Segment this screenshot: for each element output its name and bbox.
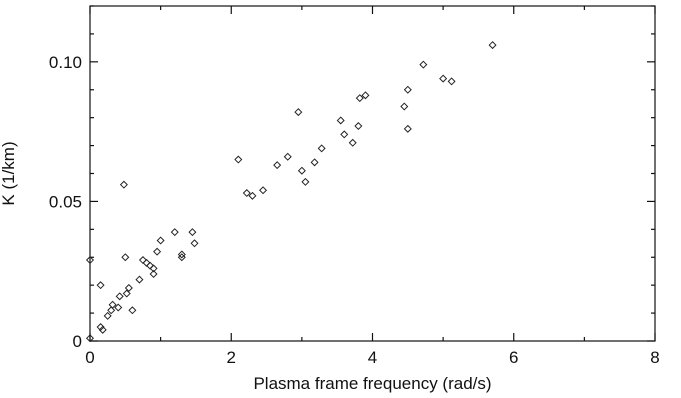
x-tick-label: 8 [650,348,659,367]
data-point [440,75,447,82]
data-point [299,167,306,174]
plot-area [90,6,655,341]
data-point [129,307,136,314]
data-point [401,103,408,110]
y-tick-label: 0 [73,332,82,351]
data-point [116,293,123,300]
plot-frame [90,6,655,341]
x-tick-label: 6 [509,348,518,367]
data-point [122,254,129,261]
data-point [420,61,427,68]
y-tick-label: 0.10 [49,53,82,72]
data-points [87,42,496,342]
data-point [302,179,309,186]
data-point [97,282,104,289]
data-point [318,145,325,152]
data-point [121,181,128,188]
data-point [295,109,302,116]
data-point [405,126,412,133]
data-point [260,187,267,194]
data-point [489,42,496,49]
data-point [140,257,147,264]
y-tick-label: 0.05 [49,192,82,211]
x-tick-label: 2 [227,348,236,367]
data-point [147,262,154,269]
data-point [349,139,356,146]
data-point [311,159,318,166]
x-tick-label: 4 [368,348,377,367]
data-point [448,78,455,85]
data-point [405,86,412,93]
y-axis-label: K (1/km) [0,141,18,205]
data-point [191,240,198,247]
x-tick-label: 0 [85,348,94,367]
data-point [189,229,196,236]
axis-ticks [90,6,655,341]
data-point [108,307,115,314]
data-point [157,237,164,244]
data-point [154,248,161,255]
data-point [337,117,344,124]
data-point [284,153,291,160]
data-point [143,260,150,267]
axis-tick-labels: 0 2 4 6 8 0 0.05 0.10 [49,53,660,367]
x-axis-label: Plasma frame frequency (rad/s) [253,374,491,393]
data-point [171,229,178,236]
data-point [274,162,281,169]
data-point [235,156,242,163]
data-point [355,123,362,130]
data-point [341,131,348,138]
data-point [136,276,143,283]
data-point [104,313,111,320]
